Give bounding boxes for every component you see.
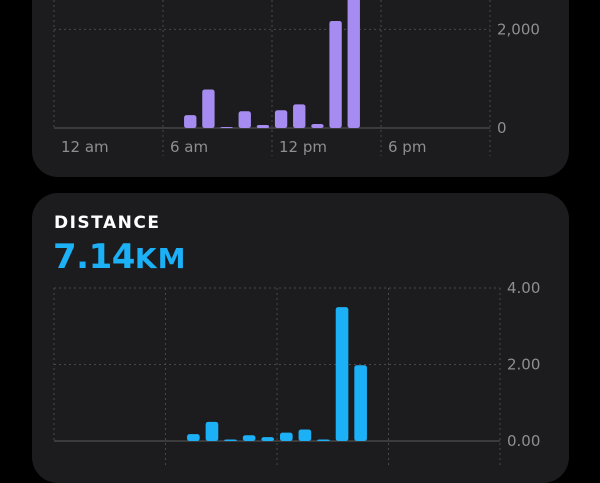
x-tick-label: 6 pm [388, 138, 426, 156]
chart-bar [293, 104, 306, 128]
chart-bar [317, 439, 330, 441]
chart-bar [242, 435, 256, 441]
distance-number: 7.14 [53, 237, 135, 277]
chart-bar [354, 365, 367, 441]
chart-bar [298, 429, 312, 441]
chart-bar [184, 115, 197, 128]
distance-unit: KM [134, 242, 187, 275]
chart-bar [187, 434, 200, 441]
y-tick-label: 0 [497, 119, 507, 137]
y-tick-label: 2.00 [507, 356, 540, 374]
x-tick-label: 12 pm [279, 138, 327, 156]
chart-bar [205, 421, 219, 441]
y-tick-label: 0.00 [507, 432, 540, 450]
y-tick-label: 2,000 [497, 20, 540, 38]
chart-bar [224, 439, 237, 441]
chart-bar [335, 307, 349, 441]
x-tick-label: 12 am [61, 138, 109, 156]
steps-chart: 12 am 6 am 12 pm 6 pm 0 2,000 [53, 0, 540, 156]
chart-bar [256, 125, 270, 128]
chart-bar [274, 110, 288, 128]
distance-value: 7.14KM [53, 237, 186, 277]
distance-chart: 0.00 2.00 4.00 [53, 279, 540, 465]
chart-bar [238, 111, 251, 128]
chart-bar [311, 124, 324, 128]
chart-bar [347, 0, 360, 128]
steps-card[interactable]: 12 am 6 am 12 pm 6 pm 0 2,000 [32, 0, 569, 177]
chart-bar [329, 20, 342, 128]
card-title: DISTANCE [54, 213, 161, 233]
chart-bar [220, 127, 233, 128]
chart-bar [202, 89, 215, 128]
x-tick-label: 6 am [170, 138, 208, 156]
distance-card[interactable]: DISTANCE 7.14KM 0.00 2.00 4.00 [32, 193, 569, 483]
y-tick-label: 4.00 [507, 279, 540, 297]
chart-bar [261, 437, 275, 441]
chart-bar [279, 432, 293, 441]
